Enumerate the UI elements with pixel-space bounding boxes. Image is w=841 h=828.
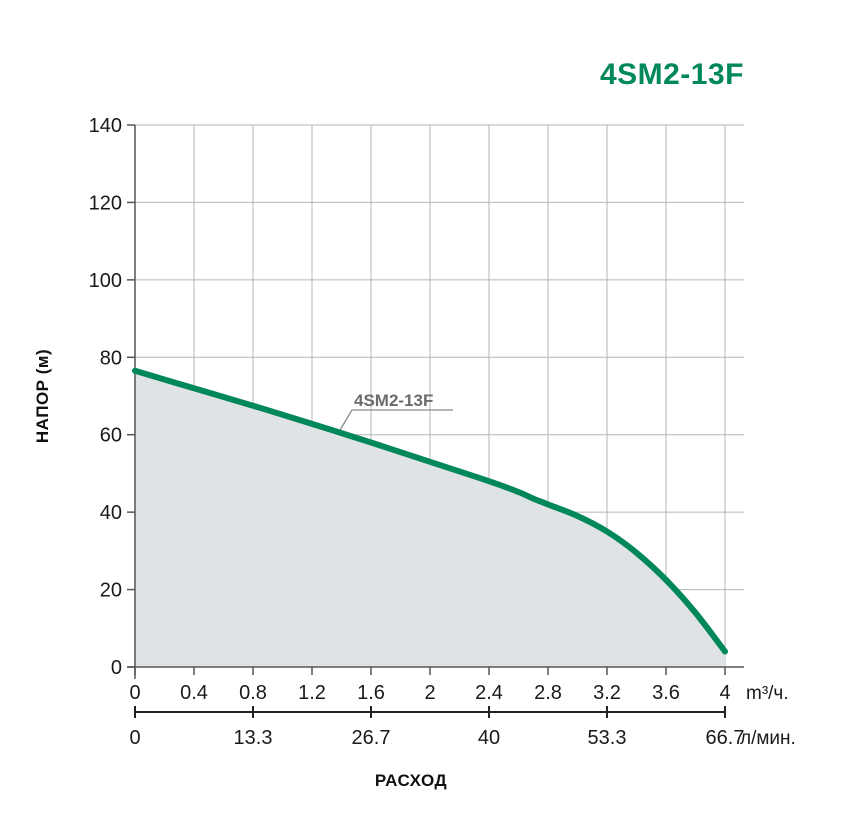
y-tick-label: 60 bbox=[100, 425, 122, 447]
x-tick-label-secondary: 13.3 bbox=[234, 727, 273, 749]
x-unit-primary: m³/ч. bbox=[746, 683, 789, 704]
x-tick-label-primary: 0.4 bbox=[180, 682, 208, 704]
x-axis-title: РАСХОД bbox=[375, 771, 447, 790]
curve-area-fill bbox=[135, 370, 725, 667]
y-tick-label: 20 bbox=[100, 580, 122, 602]
y-tick-label: 0 bbox=[111, 657, 122, 679]
y-tick-label: 40 bbox=[100, 502, 122, 524]
x-tick-label-primary: 1.2 bbox=[298, 682, 326, 704]
x-tick-label-primary: 0.8 bbox=[239, 682, 267, 704]
y-tick-label: 140 bbox=[89, 115, 122, 137]
x-tick-label-primary: 2.4 bbox=[475, 682, 503, 704]
x-tick-label-secondary: 40 bbox=[478, 727, 500, 749]
y-axis-title: НАПОР (м) bbox=[33, 349, 52, 443]
x-tick-label-secondary: 66.7 bbox=[706, 727, 745, 749]
x-tick-label-primary: 2.8 bbox=[534, 682, 562, 704]
x-tick-label-primary: 2 bbox=[424, 682, 435, 704]
x-tick-label-secondary: 53.3 bbox=[588, 727, 627, 749]
x-unit-secondary: л/мин. bbox=[740, 728, 796, 749]
series-name-label: 4SM2-13F bbox=[354, 391, 433, 410]
x-tick-labels-primary: 0 0.4 0.8 1.2 1.6 2 2.4 2.8 3.2 3.6 4 bbox=[129, 682, 730, 704]
x-tick-label-primary: 4 bbox=[719, 682, 730, 704]
x-tick-label-secondary: 26.7 bbox=[352, 727, 391, 749]
axes bbox=[127, 124, 744, 718]
x-tick-labels-secondary: 0 13.3 26.7 40 53.3 66.7 bbox=[129, 727, 744, 749]
x-tick-label-primary: 3.6 bbox=[652, 682, 680, 704]
y-tick-labels: 0 20 40 60 80 100 120 140 bbox=[89, 115, 122, 679]
curve-label-leader bbox=[339, 409, 353, 431]
chart-title: 4SM2-13F bbox=[600, 58, 744, 91]
x-tick-label-primary: 0 bbox=[129, 682, 140, 704]
series-line-4sm2-13f bbox=[132, 367, 728, 655]
x-tick-label-primary: 1.6 bbox=[357, 682, 385, 704]
y-tick-label: 100 bbox=[89, 270, 122, 292]
y-tick-label: 120 bbox=[89, 192, 122, 214]
curve-label: 4SM2-13F bbox=[339, 391, 453, 431]
x-tick-label-secondary: 0 bbox=[129, 727, 140, 749]
x-tick-label-primary: 3.2 bbox=[593, 682, 621, 704]
y-tick-label: 80 bbox=[100, 347, 122, 369]
